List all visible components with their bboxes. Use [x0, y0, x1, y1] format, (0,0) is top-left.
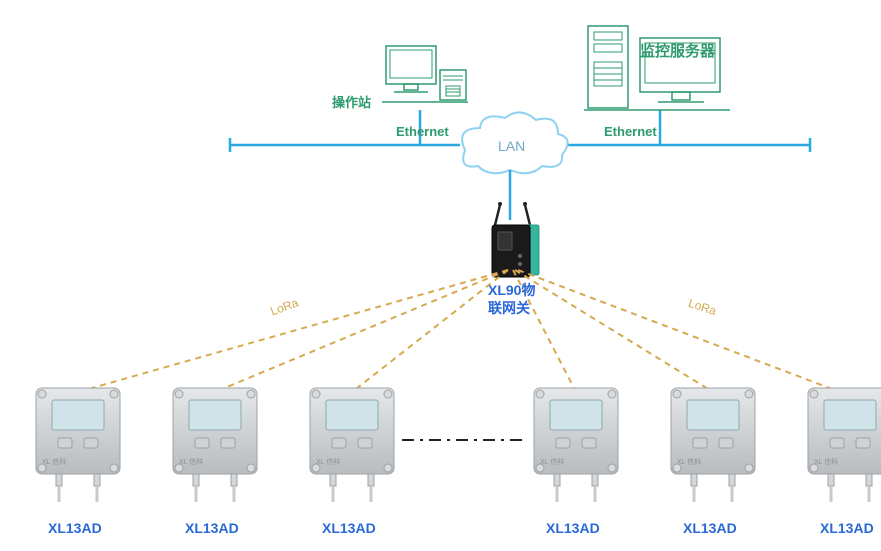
lora-6: [518, 270, 840, 392]
svg-text:XL 信科: XL 信科: [814, 457, 838, 466]
svg-text:XL 信科: XL 信科: [316, 457, 340, 466]
sensor-label: XL13AD: [185, 520, 239, 536]
sensor-label: XL13AD: [546, 520, 600, 536]
sensor-device: XL 信科: [165, 380, 265, 510]
lora-3: [352, 270, 508, 392]
lora-2: [215, 270, 508, 392]
sensor-device: XL 信科: [663, 380, 763, 510]
svg-text:XL 信科: XL 信科: [179, 457, 203, 466]
server-icon: [580, 18, 740, 123]
lora-5: [515, 270, 713, 392]
sensor-device: XL 信科: [800, 380, 881, 510]
lora-1: [78, 270, 508, 392]
workstation-icon: [380, 40, 470, 125]
svg-text:XL 信科: XL 信科: [42, 457, 66, 466]
svg-text:XL 信科: XL 信科: [540, 457, 564, 466]
ethernet-right-label: Ethernet: [604, 124, 657, 139]
lora-right-label: LoRa: [687, 296, 719, 318]
gateway-label-1: XL90物: [488, 280, 535, 300]
gateway-label-2: 联网关: [488, 298, 530, 318]
sensor-device: XL 信科: [526, 380, 626, 510]
lan-label: LAN: [498, 138, 525, 154]
sensor-label: XL13AD: [48, 520, 102, 536]
sensor-label: XL13AD: [683, 520, 737, 536]
lora-left-label: LoRa: [268, 296, 300, 319]
gateway-icon: [492, 202, 539, 277]
sensor-label: XL13AD: [322, 520, 376, 536]
sensor-device: XL 信科: [302, 380, 402, 510]
ethernet-left-label: Ethernet: [396, 124, 449, 139]
server-label: 监控服务器: [640, 40, 715, 61]
svg-text:XL 信科: XL 信科: [677, 457, 701, 466]
sensor-label: XL13AD: [820, 520, 874, 536]
workstation-label: 操作站: [332, 92, 371, 111]
sensor-device: XL 信科: [28, 380, 128, 510]
